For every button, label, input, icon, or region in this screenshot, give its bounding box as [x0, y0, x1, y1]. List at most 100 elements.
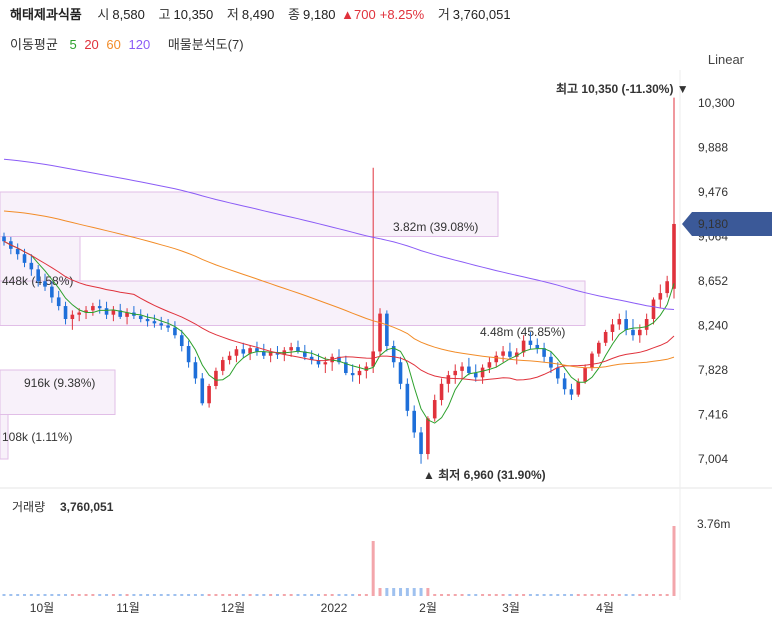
volume-bar — [501, 594, 505, 596]
candle — [542, 348, 546, 357]
candle — [672, 223, 676, 289]
candle — [350, 373, 355, 376]
ma-20-line — [3, 240, 675, 381]
candle — [255, 348, 259, 352]
candle — [261, 351, 266, 356]
candle — [555, 367, 560, 379]
volume-bar — [569, 594, 573, 596]
candle — [179, 335, 184, 347]
scale-mode-toggle[interactable]: Linear — [707, 52, 744, 67]
volume-profile-label: 4.48m (45.85%) — [480, 325, 565, 339]
volume-bar — [77, 594, 81, 596]
volume-bar — [296, 594, 300, 596]
candle — [303, 351, 307, 357]
ma-20[interactable]: 20 — [84, 37, 99, 52]
candle — [50, 286, 54, 298]
candle — [467, 366, 471, 374]
volume-profile-label[interactable]: 매물분석도(7) — [167, 37, 244, 52]
candle — [344, 362, 348, 374]
volume-bar — [275, 594, 279, 596]
candle — [118, 310, 123, 317]
volume-bar — [221, 594, 225, 596]
volume-bar — [187, 594, 191, 596]
indicator-legend[interactable]: 이동평균 5 20 60 120 매물분석도(7) — [10, 34, 248, 53]
candle — [63, 306, 68, 320]
volume-profile-bar — [0, 236, 81, 282]
candle — [97, 306, 102, 309]
volume-bar — [323, 594, 327, 596]
volume-bar — [125, 594, 129, 596]
y-tick-label: 7,416 — [698, 408, 728, 422]
y-tick-label: 8,652 — [698, 274, 728, 288]
candle — [77, 312, 82, 315]
volume-bar — [139, 594, 143, 596]
current-price-tag — [682, 211, 772, 236]
candle — [309, 356, 314, 361]
candle — [296, 347, 300, 352]
candle — [460, 366, 464, 371]
volume-bar — [610, 594, 614, 596]
volume-bar — [248, 594, 252, 596]
open-label: 시 — [97, 7, 110, 22]
volume-value: 3,760,051 — [452, 7, 511, 22]
ma-5[interactable]: 5 — [69, 37, 77, 52]
ma-120[interactable]: 120 — [128, 37, 151, 52]
volume-bar — [64, 594, 68, 596]
volume-bar — [474, 594, 478, 596]
volume-bar — [200, 594, 204, 596]
ma-120-line — [3, 158, 675, 310]
change-percent: +8.25% — [379, 7, 425, 22]
candle — [111, 310, 116, 315]
candle — [166, 325, 170, 328]
ma-60[interactable]: 60 — [106, 37, 121, 52]
candle — [364, 366, 369, 371]
x-tick-label: 12월 — [221, 601, 245, 615]
y-tick-label: 9,888 — [698, 141, 728, 155]
volume-bar — [590, 594, 594, 596]
x-tick-label: 10월 — [30, 601, 54, 615]
volume-bar — [98, 594, 102, 596]
candle — [337, 356, 341, 363]
volume-profile-label: 108k (1.11%) — [2, 430, 72, 444]
x-tick-label: 4월 — [596, 601, 614, 615]
candle — [104, 308, 109, 315]
volume-bar — [23, 594, 27, 596]
volume-bar — [111, 594, 115, 596]
volume-bar — [132, 594, 136, 596]
low-label: 저 — [226, 7, 239, 22]
candle — [2, 236, 6, 242]
volume-bar — [180, 594, 184, 596]
candle — [569, 389, 574, 395]
candle — [603, 331, 608, 343]
volume-bar — [152, 594, 156, 596]
candle — [398, 362, 403, 384]
max-annotation: 최고 10,350 (-11.30%) ▼ — [556, 81, 689, 96]
candle — [385, 313, 389, 347]
volume-bar — [43, 594, 47, 596]
candle — [207, 385, 211, 404]
volume-bar — [228, 594, 232, 596]
volume-bar — [282, 594, 286, 596]
volume-bar — [2, 594, 6, 596]
volume-bar — [16, 594, 20, 596]
candle — [453, 370, 458, 376]
candle — [275, 352, 280, 355]
volume-profile-label: 916k (9.38%) — [24, 376, 95, 390]
high-value: 10,350 — [173, 7, 214, 22]
candle — [521, 340, 526, 353]
volume-bar — [446, 594, 450, 596]
stock-name: 해태제과식품 — [10, 7, 82, 22]
volume-bar — [255, 594, 259, 596]
candle — [610, 324, 615, 332]
high-label: 고 — [158, 7, 171, 22]
volume-bar — [364, 594, 368, 596]
volume-panel-value: 3,760,051 — [60, 500, 114, 514]
candle — [426, 418, 430, 455]
moving-average-label[interactable]: 이동평균 — [10, 37, 58, 52]
volume-bar — [665, 594, 669, 596]
volume-bar — [405, 588, 409, 596]
x-tick-label: 2월 — [419, 601, 437, 615]
y-tick-label: 7,828 — [698, 363, 728, 377]
volume-bar — [385, 588, 389, 596]
